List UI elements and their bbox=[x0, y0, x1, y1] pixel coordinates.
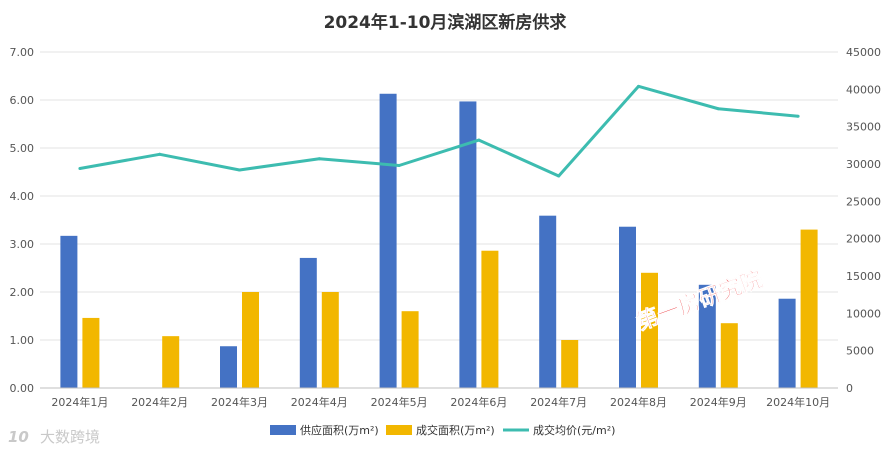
line-point bbox=[238, 168, 241, 172]
y-right-tick-label: 0 bbox=[846, 382, 853, 395]
y-right-tick-label: 5000 bbox=[846, 345, 874, 358]
line-point bbox=[78, 166, 82, 170]
y-left-tick-label: 7.00 bbox=[10, 46, 35, 59]
bar bbox=[220, 346, 237, 388]
line-point bbox=[158, 152, 162, 156]
x-tick-label: 2024年7月 bbox=[530, 395, 587, 409]
y-left-tick-label: 6.00 bbox=[10, 94, 35, 107]
y-left-tick-label: 5.00 bbox=[10, 142, 35, 155]
bar bbox=[321, 292, 339, 388]
bar bbox=[242, 292, 259, 388]
line-point bbox=[796, 114, 800, 118]
bar bbox=[401, 311, 419, 388]
price-line-path bbox=[79, 84, 799, 178]
x-tick-label: 2024年9月 bbox=[690, 395, 747, 409]
bar bbox=[162, 336, 180, 388]
y-right-tick-label: 10000 bbox=[846, 307, 881, 320]
bar bbox=[698, 284, 716, 388]
logo-mark: 10 bbox=[8, 428, 29, 446]
bar bbox=[299, 257, 317, 388]
bar bbox=[561, 340, 579, 388]
line-point bbox=[317, 157, 321, 161]
x-tick-label: 2024年4月 bbox=[291, 395, 348, 409]
y-right-tick-label: 45000 bbox=[846, 46, 881, 59]
bar bbox=[82, 317, 100, 388]
x-tick-label: 2024年5月 bbox=[371, 395, 428, 409]
y-axis-left: 0.00 1.00 2.00 3.00 4.00 5.00 6.00 7.00 bbox=[10, 46, 35, 395]
legend-swatch bbox=[386, 425, 412, 435]
y-right-tick-label: 35000 bbox=[846, 121, 881, 134]
bar bbox=[481, 250, 499, 388]
x-tick-label: 2024年6月 bbox=[450, 395, 507, 409]
y-left-tick-label: 0.00 bbox=[10, 382, 35, 395]
y-left-tick-label: 4.00 bbox=[10, 190, 35, 203]
x-tick-label: 2024年2月 bbox=[131, 395, 188, 409]
logo: 10 大数跨境 bbox=[8, 428, 100, 446]
legend-label: 供应面积(万m²) bbox=[300, 423, 379, 437]
legend-label: 成交均价(元/m²) bbox=[533, 423, 615, 437]
bar bbox=[459, 101, 477, 388]
bar bbox=[379, 93, 397, 388]
x-tick-label: 2024年10月 bbox=[766, 395, 830, 409]
grid-lines bbox=[40, 51, 838, 341]
price-line bbox=[78, 84, 800, 178]
chart-title: 2024年1-10月滨湖区新房供求 bbox=[324, 12, 567, 33]
bar bbox=[720, 323, 738, 388]
line-point bbox=[557, 174, 561, 178]
logo-name: 大数跨境 bbox=[40, 428, 100, 446]
bars bbox=[60, 93, 818, 388]
y-right-tick-label: 25000 bbox=[846, 195, 881, 208]
y-right-tick-label: 15000 bbox=[846, 270, 881, 283]
line-point bbox=[397, 163, 401, 167]
bar bbox=[60, 235, 78, 388]
y-left-tick-label: 3.00 bbox=[10, 238, 35, 251]
bar bbox=[800, 229, 818, 388]
bar bbox=[619, 226, 636, 388]
x-tick-label: 2024年3月 bbox=[211, 395, 268, 409]
y-right-tick-label: 40000 bbox=[846, 83, 881, 96]
line-point bbox=[716, 107, 720, 111]
bar bbox=[778, 298, 796, 388]
y-axis-right: 0 5000 10000 15000 20000 25000 30000 35000 40000… bbox=[846, 46, 881, 395]
x-axis: 2024年1月 2024年2月 2024年3月 2024年4月 2024年5月 2024年… bbox=[40, 387, 838, 409]
y-left-tick-label: 1.00 bbox=[10, 334, 35, 347]
line-point bbox=[637, 84, 640, 88]
y-left-tick-label: 2.00 bbox=[10, 286, 35, 299]
y-right-tick-label: 30000 bbox=[846, 158, 881, 171]
y-right-tick-label: 20000 bbox=[846, 233, 881, 246]
bar bbox=[539, 215, 557, 388]
x-tick-label: 2024年1月 bbox=[51, 395, 108, 409]
legend-swatch bbox=[270, 425, 296, 435]
line-point bbox=[477, 138, 481, 142]
legend-label: 成交面积(万m²) bbox=[416, 423, 495, 437]
legend: 供应面积(万m²) 成交面积(万m²) 成交均价(元/m²) bbox=[270, 423, 615, 437]
x-tick-label: 2024年8月 bbox=[610, 395, 667, 409]
bar bbox=[641, 272, 658, 388]
